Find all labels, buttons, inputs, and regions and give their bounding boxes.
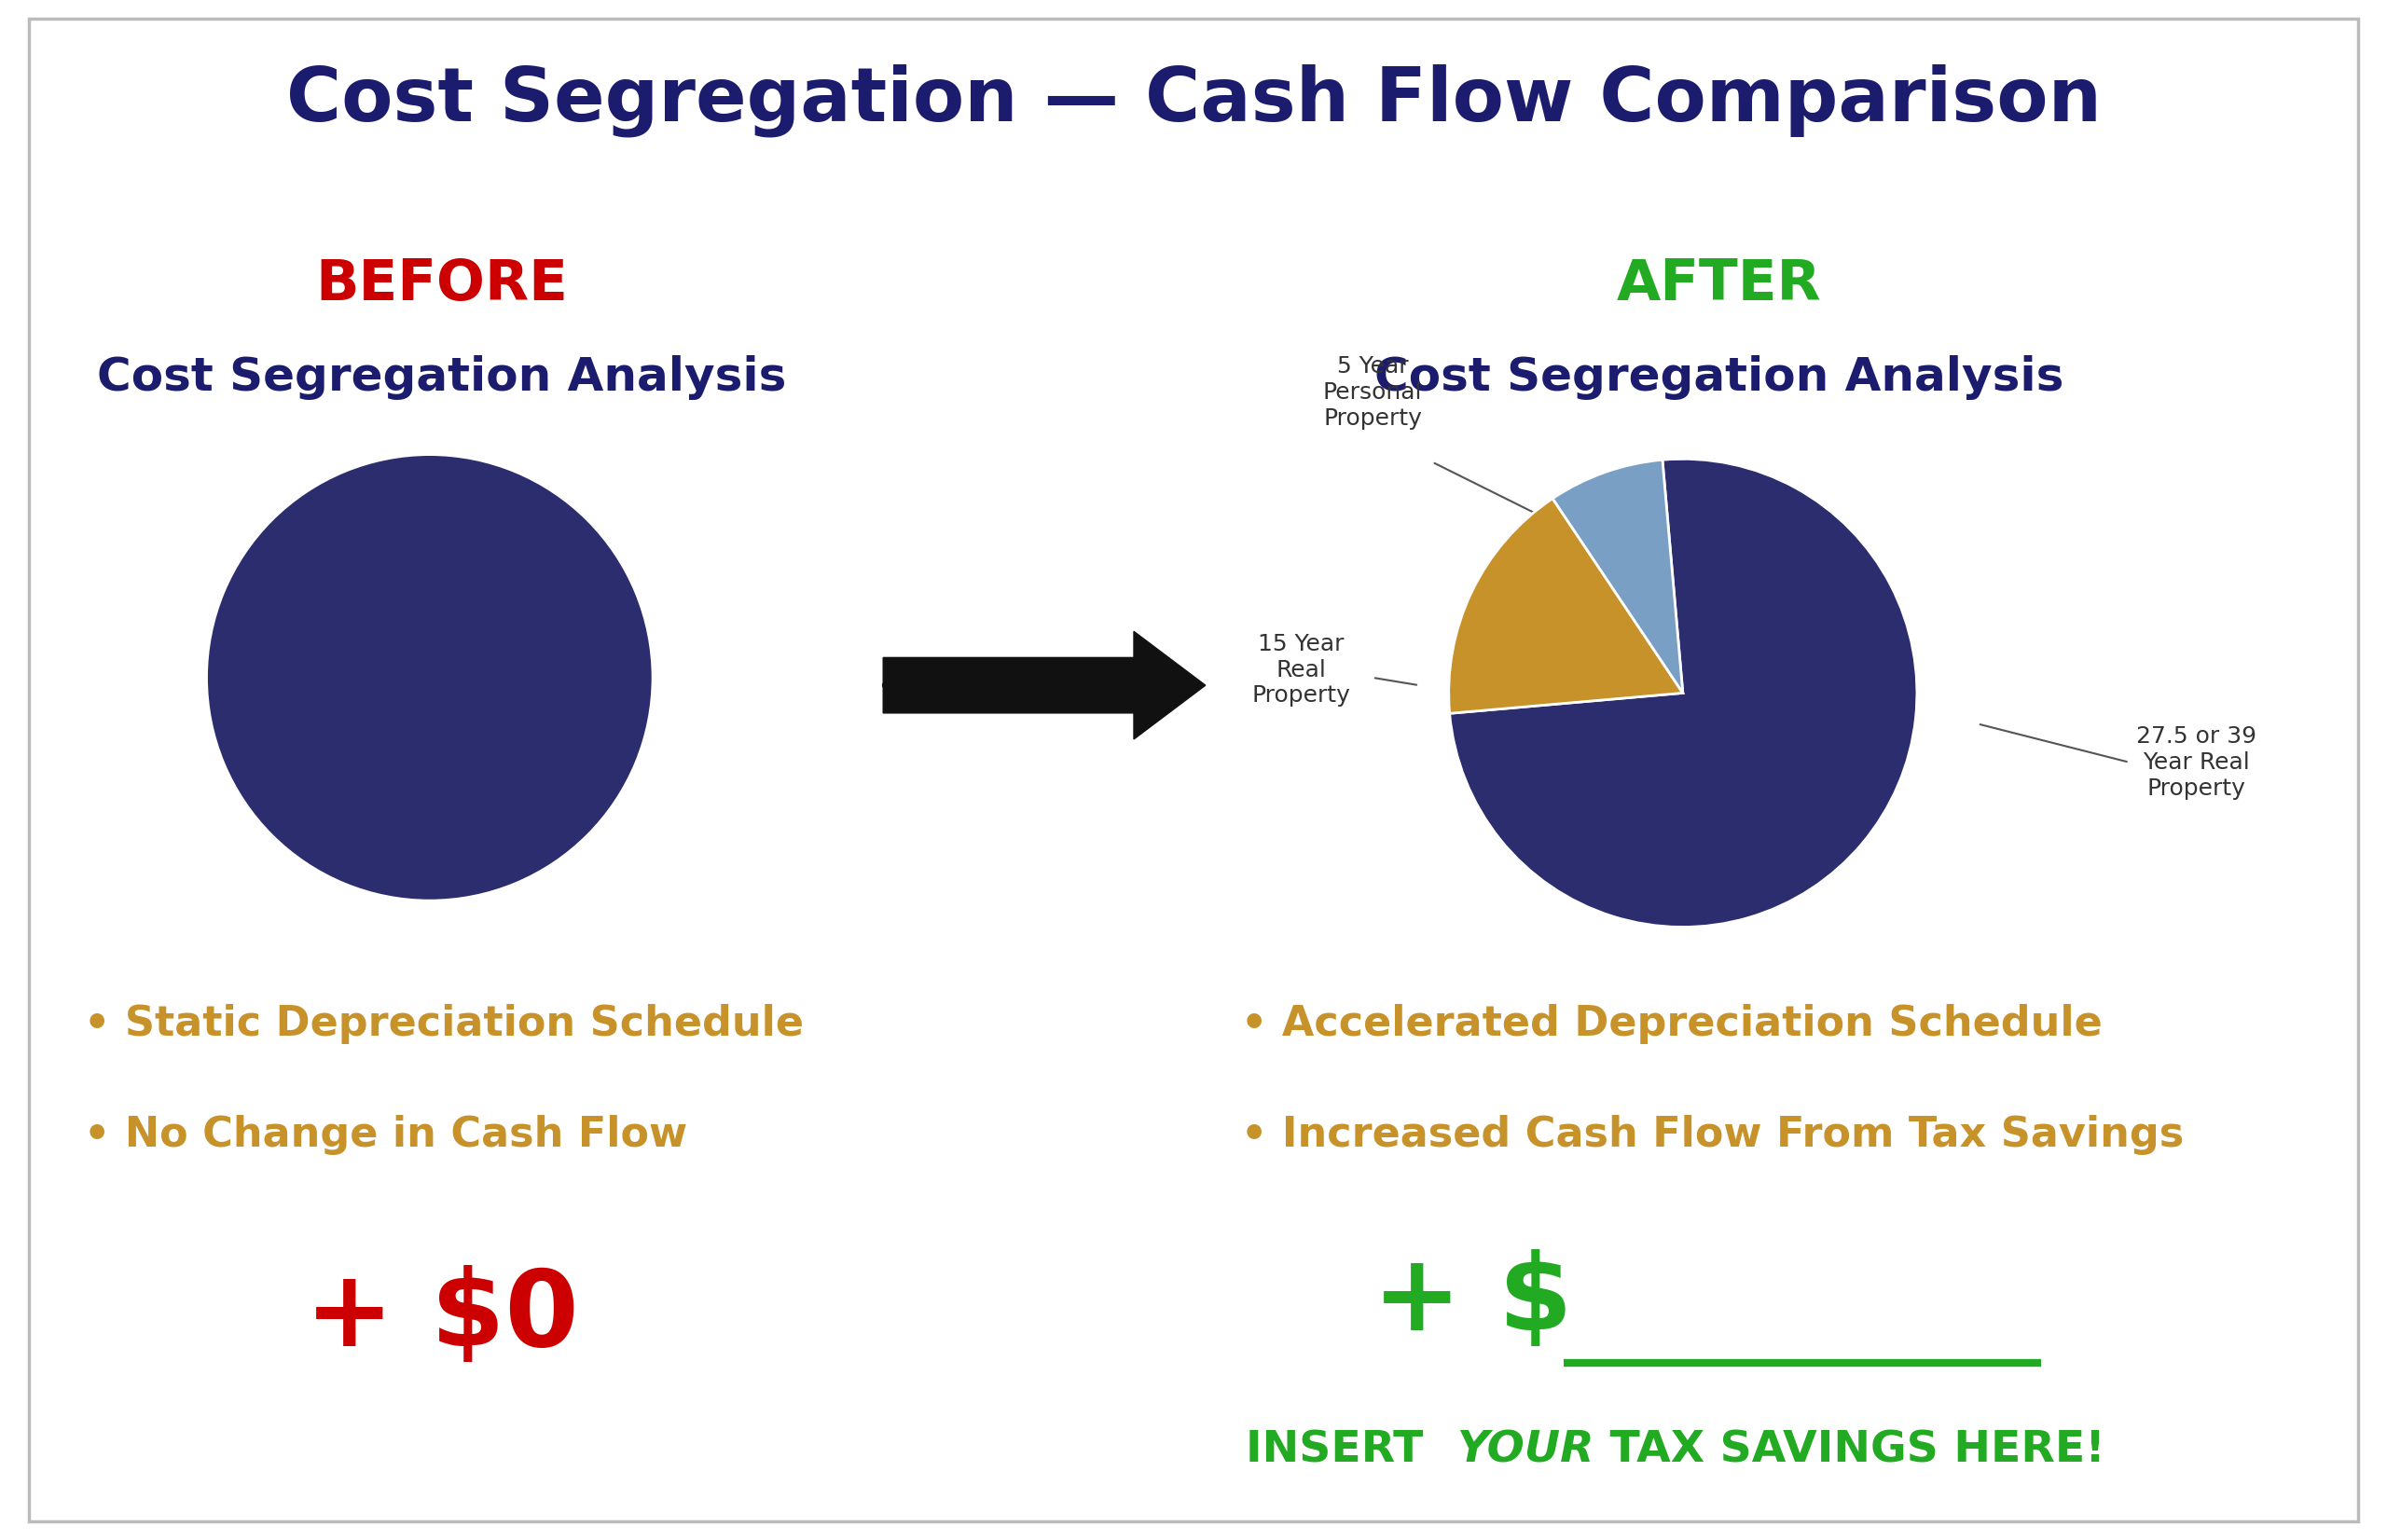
Text: • Accelerated Depreciation Schedule: • Accelerated Depreciation Schedule [1241, 1004, 2103, 1044]
Text: + $: + $ [1373, 1249, 1573, 1354]
Wedge shape [1552, 460, 1683, 693]
Text: TAX SAVINGS HERE!: TAX SAVINGS HERE! [1595, 1429, 2105, 1472]
Text: • Increased Cash Flow From Tax Savings: • Increased Cash Flow From Tax Savings [1241, 1115, 2184, 1155]
Text: • Static Depreciation Schedule: • Static Depreciation Schedule [84, 1004, 804, 1044]
Text: BEFORE: BEFORE [315, 257, 568, 313]
Text: 15 Year
Real
Property: 15 Year Real Property [1251, 633, 1351, 707]
Wedge shape [1449, 499, 1683, 713]
Text: • No Change in Cash Flow: • No Change in Cash Flow [84, 1115, 687, 1155]
Text: AFTER: AFTER [1616, 257, 1821, 313]
Text: YOUR: YOUR [1456, 1429, 1595, 1472]
Text: 5 Year
Personal
Property: 5 Year Personal Property [1322, 356, 1423, 430]
Text: Cost Segregation Analysis: Cost Segregation Analysis [98, 354, 785, 400]
FancyBboxPatch shape [29, 18, 2358, 1522]
Text: Cost Segregation — Cash Flow Comparison: Cost Segregation — Cash Flow Comparison [286, 63, 2101, 137]
Text: 27.5 or 39
Year Real
Property: 27.5 or 39 Year Real Property [2136, 725, 2256, 799]
Text: INSERT: INSERT [1246, 1429, 1439, 1472]
Wedge shape [1449, 459, 1917, 927]
Wedge shape [208, 456, 652, 899]
Text: Cost Segregation Analysis: Cost Segregation Analysis [1375, 354, 2062, 400]
Text: 27.5 or 39
Year Real
Property: 27.5 or 39 Year Real Property [349, 634, 511, 736]
Polygon shape [883, 631, 1205, 739]
Text: + $0: + $0 [306, 1264, 578, 1369]
